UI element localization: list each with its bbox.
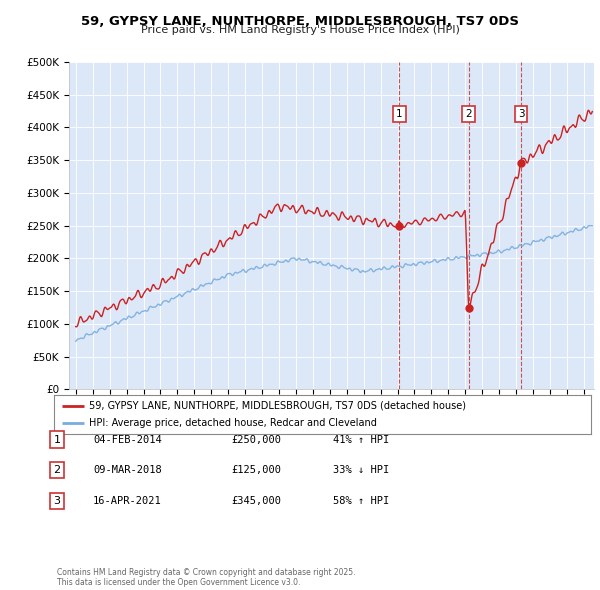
Text: 1: 1: [396, 109, 403, 119]
Text: Price paid vs. HM Land Registry's House Price Index (HPI): Price paid vs. HM Land Registry's House …: [140, 25, 460, 35]
Text: 09-MAR-2018: 09-MAR-2018: [93, 466, 162, 475]
Text: 3: 3: [53, 496, 61, 506]
Text: 1: 1: [53, 435, 61, 444]
Text: 2: 2: [53, 466, 61, 475]
Text: 2: 2: [465, 109, 472, 119]
Text: 3: 3: [518, 109, 524, 119]
Text: HPI: Average price, detached house, Redcar and Cleveland: HPI: Average price, detached house, Redc…: [89, 418, 377, 428]
Text: Contains HM Land Registry data © Crown copyright and database right 2025.
This d: Contains HM Land Registry data © Crown c…: [57, 568, 355, 587]
Text: £125,000: £125,000: [231, 466, 281, 475]
Text: 04-FEB-2014: 04-FEB-2014: [93, 435, 162, 444]
Text: 41% ↑ HPI: 41% ↑ HPI: [333, 435, 389, 444]
Text: 59, GYPSY LANE, NUNTHORPE, MIDDLESBROUGH, TS7 0DS: 59, GYPSY LANE, NUNTHORPE, MIDDLESBROUGH…: [81, 15, 519, 28]
Text: 16-APR-2021: 16-APR-2021: [93, 496, 162, 506]
Text: 59, GYPSY LANE, NUNTHORPE, MIDDLESBROUGH, TS7 0DS (detached house): 59, GYPSY LANE, NUNTHORPE, MIDDLESBROUGH…: [89, 401, 466, 411]
Text: £250,000: £250,000: [231, 435, 281, 444]
Text: £345,000: £345,000: [231, 496, 281, 506]
Text: 58% ↑ HPI: 58% ↑ HPI: [333, 496, 389, 506]
Text: 33% ↓ HPI: 33% ↓ HPI: [333, 466, 389, 475]
